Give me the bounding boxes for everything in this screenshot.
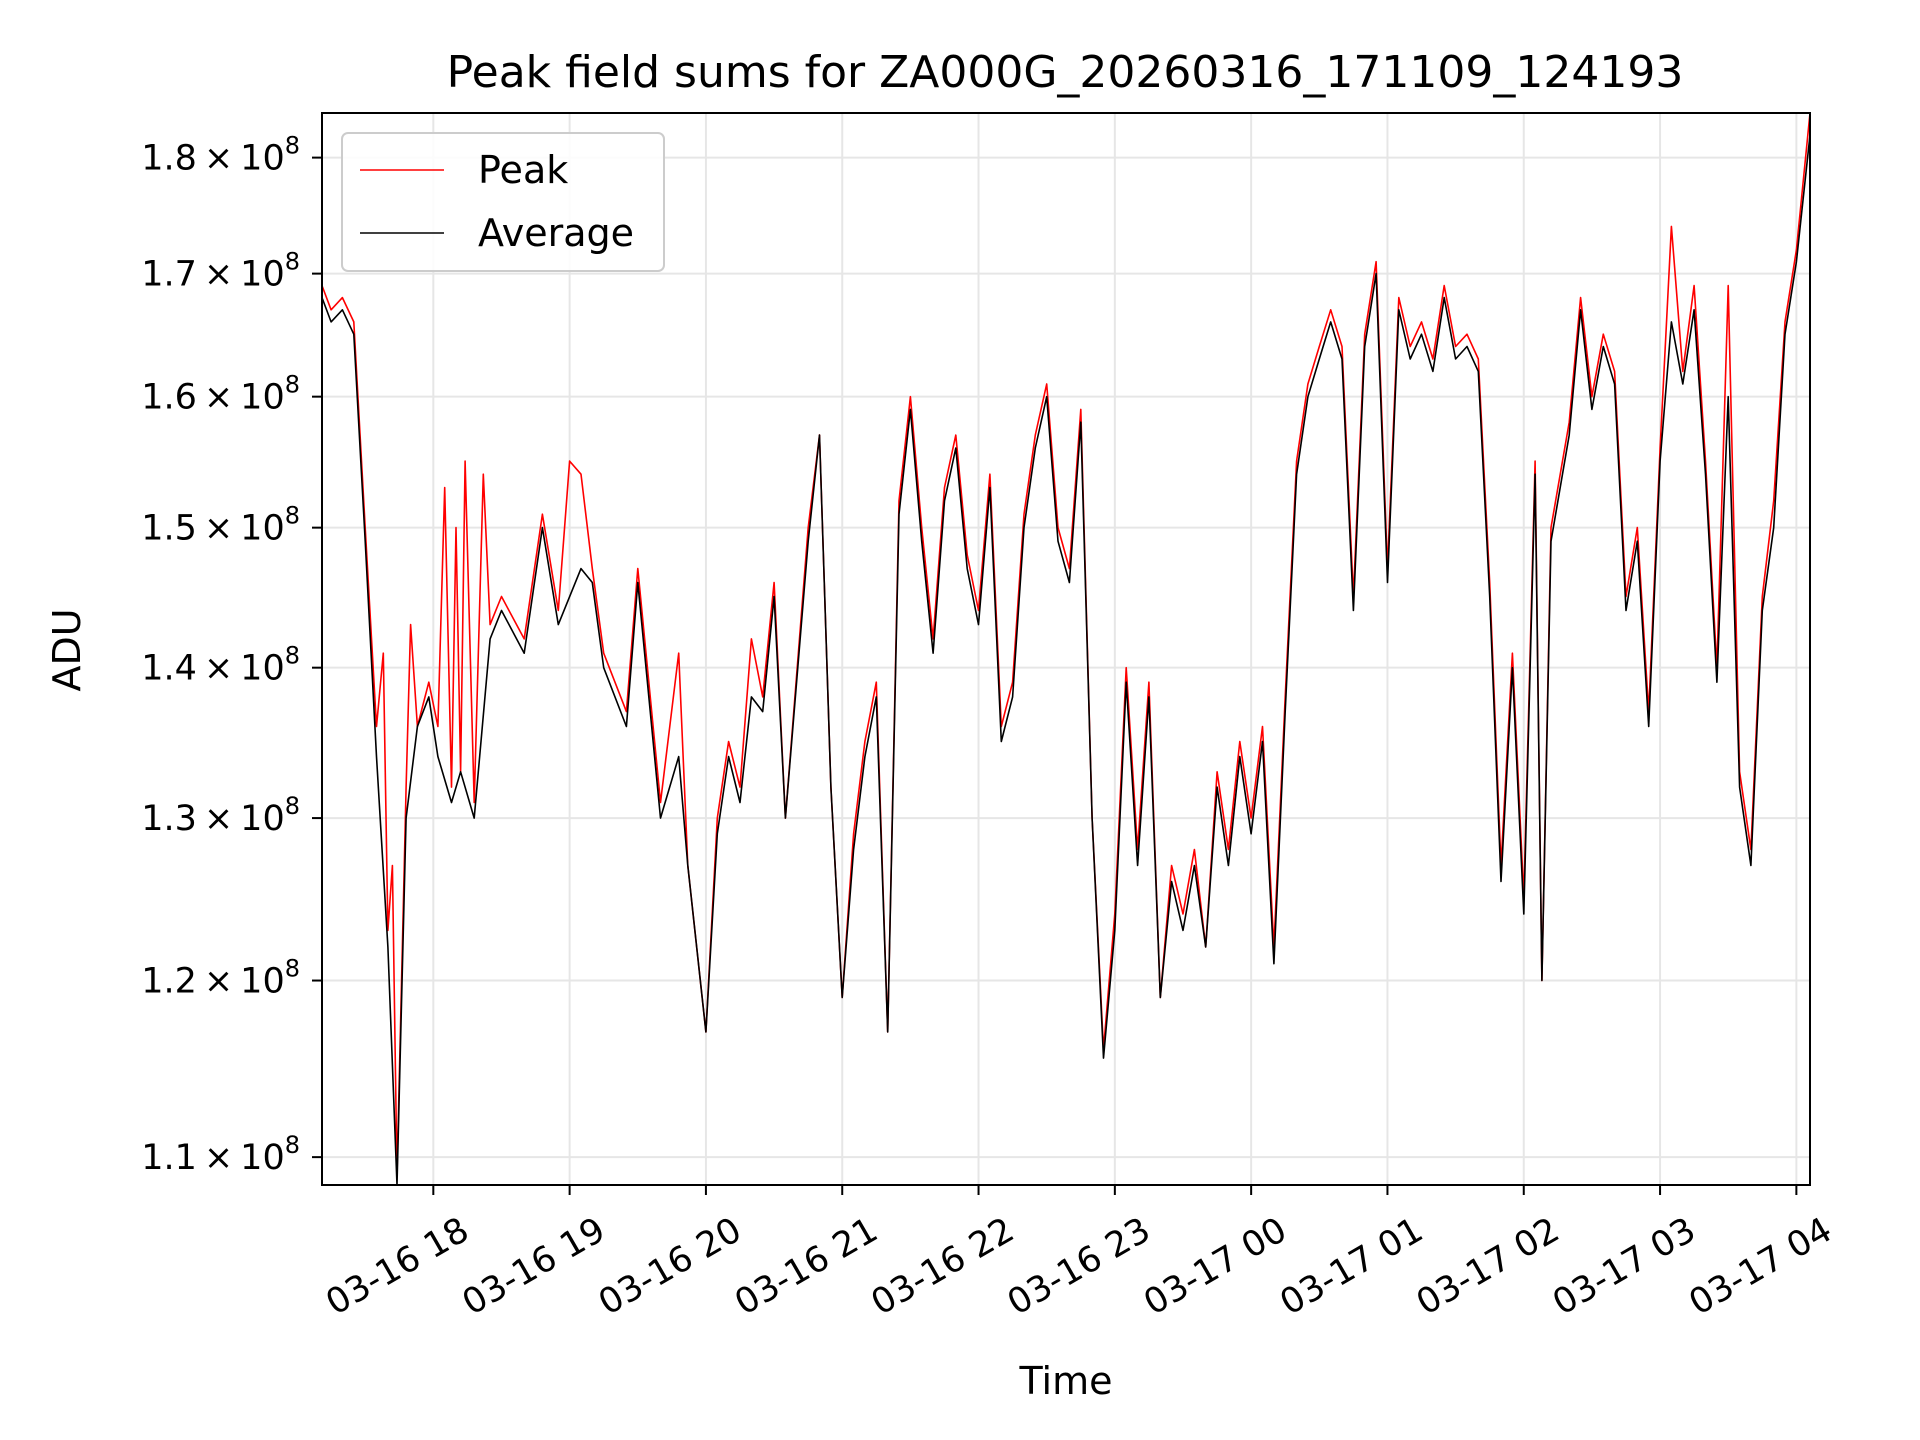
y-tick-label: 1.8 × 108 (141, 132, 300, 179)
x-axis-label: Time (1019, 1359, 1113, 1403)
legend-label-average: Average (478, 211, 634, 255)
legend: Peak Average (341, 132, 665, 272)
legend-box (341, 132, 665, 272)
y-axis: 1.1 × 108 1.2 × 108 1.3 × 108 1.4 × 108 1.5 … (141, 132, 322, 1178)
legend-label-peak: Peak (478, 148, 568, 192)
chart-title: Peak field sums for ZA000G_20260316_1711… (447, 47, 1684, 98)
plot-frame (321, 112, 1811, 1186)
y-tick-label: 1.4 × 108 (141, 642, 300, 689)
y-tick-label: 1.7 × 108 (141, 248, 300, 295)
series-line-average (321, 135, 1811, 1186)
y-tick-label: 1.5 × 108 (141, 502, 300, 549)
series-line-peak (321, 112, 1811, 1177)
y-axis-label: ADU (45, 608, 89, 691)
grid (322, 113, 1810, 1185)
y-tick-label: 1.1 × 108 (141, 1131, 300, 1178)
y-tick-label: 1.2 × 108 (141, 955, 300, 1002)
series-layer (321, 112, 1811, 1186)
y-tick-label: 1.6 × 108 (141, 371, 300, 418)
y-tick-label: 1.3 × 108 (141, 792, 300, 839)
